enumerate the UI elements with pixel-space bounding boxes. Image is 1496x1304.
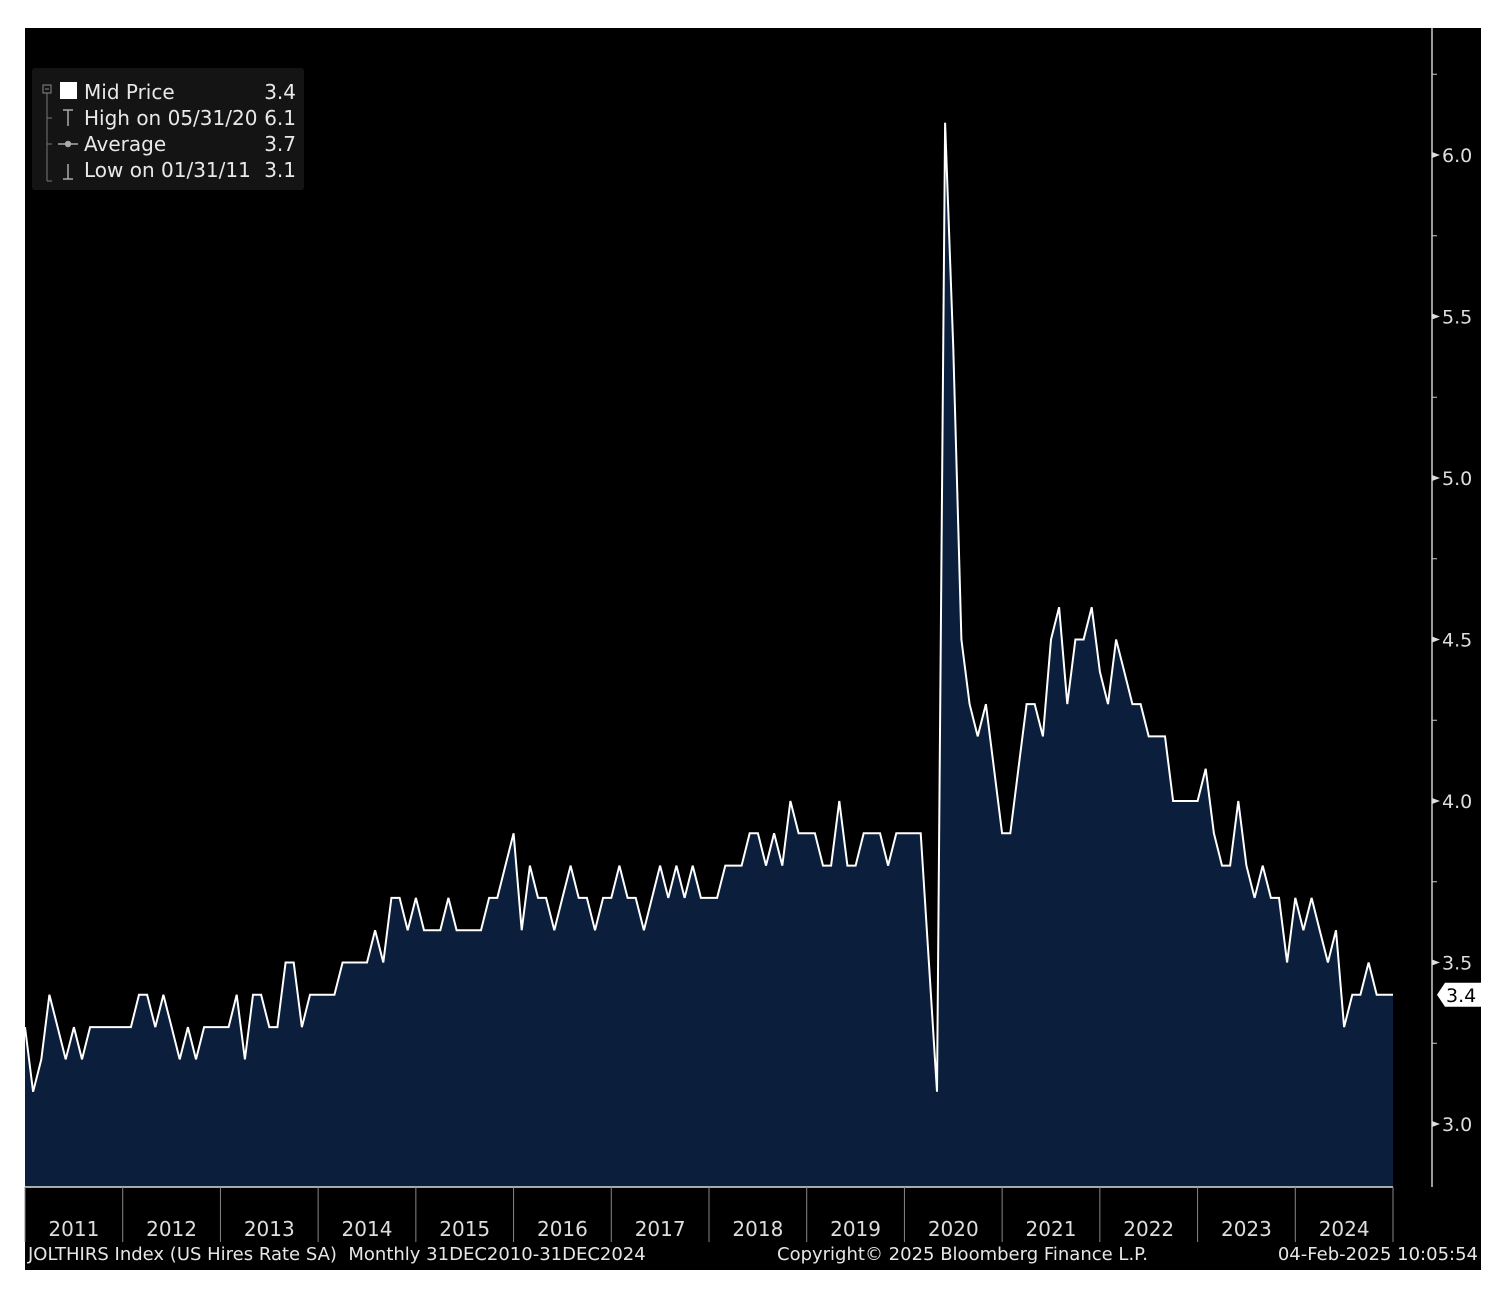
y-tick	[1432, 152, 1440, 158]
last-value-label: 3.4	[1446, 985, 1476, 1007]
y-tick-label: 5.5	[1442, 307, 1472, 329]
legend-item-high: High on 05/31/20 6.1	[84, 105, 296, 131]
legend: Mid Price 3.4 High on 05/31/20 6.1 Average…	[32, 68, 304, 190]
y-tick-label: 6.0	[1442, 145, 1472, 167]
x-tick-label: 2014	[342, 1217, 393, 1241]
x-tick-label: 2021	[1026, 1217, 1077, 1241]
legend-tree-icon	[42, 82, 78, 182]
high-marker-icon	[63, 109, 73, 126]
legend-label: High on 05/31/20	[84, 106, 258, 130]
y-tick	[1432, 959, 1440, 966]
y-tick-label: 3.5	[1442, 953, 1472, 975]
x-tick-label: 2019	[830, 1217, 881, 1241]
y-axis: 3.0 3.5 4.0 4.5 5.0 5.5 6.0 3.4	[1389, 28, 1482, 1187]
x-tick-label: 2012	[146, 1217, 197, 1241]
footer-timestamp: 04-Feb-2025 10:05:54	[1277, 1244, 1478, 1265]
legend-value: 3.4	[264, 80, 296, 104]
white-square-icon	[60, 82, 77, 99]
x-tick-label: 2017	[635, 1217, 686, 1241]
y-tick	[1432, 636, 1440, 643]
y-tick-label: 4.5	[1442, 630, 1472, 652]
average-marker-icon	[58, 140, 78, 148]
legend-label: Mid Price	[84, 80, 175, 104]
x-tick-label: 2013	[244, 1217, 295, 1241]
x-tick-label: 2016	[537, 1217, 588, 1241]
x-tick-label: 2011	[48, 1217, 99, 1241]
last-value-tag	[1437, 982, 1482, 1007]
y-tick	[1432, 475, 1440, 481]
legend-item-low: Low on 01/31/11 3.1	[84, 157, 296, 183]
plot-area	[24, 122, 1393, 1188]
x-tick-label: 2024	[1319, 1217, 1370, 1241]
x-tick-label: 2015	[439, 1217, 490, 1241]
legend-label: Average	[84, 132, 167, 156]
legend-value: 3.1	[264, 158, 296, 182]
legend-item-mid-price: Mid Price 3.4	[84, 79, 296, 105]
y-tick	[1432, 1121, 1440, 1127]
y-tick-label: 5.0	[1442, 468, 1472, 490]
legend-item-average: Average 3.7	[84, 131, 296, 157]
area-fill	[25, 122, 1393, 1188]
legend-value: 3.7	[264, 132, 296, 156]
x-tick-label: 2022	[1123, 1217, 1174, 1241]
y-tick-label: 4.0	[1442, 791, 1472, 813]
footer-ticker: JOLTHIRS Index (US Hires Rate SA) Monthl…	[28, 1244, 646, 1265]
y-tick	[1432, 798, 1440, 804]
x-tick-label: 2023	[1221, 1217, 1272, 1241]
x-tick-label: 2018	[732, 1217, 783, 1241]
legend-label: Low on 01/31/11	[84, 158, 251, 182]
low-marker-icon	[63, 164, 73, 180]
series-line	[24, 122, 1393, 1092]
footer-copyright: Copyright© 2025 Bloomberg Finance L.P.	[777, 1244, 1148, 1265]
x-tick-label: 2020	[928, 1217, 979, 1241]
y-tick	[1432, 313, 1440, 320]
legend-value: 6.1	[264, 106, 296, 130]
x-axis: 2011 2012 2013 2014 2015 2016 2017 2018 2019 2020…	[24, 1186, 1394, 1242]
y-tick-label: 3.0	[1442, 1114, 1472, 1136]
